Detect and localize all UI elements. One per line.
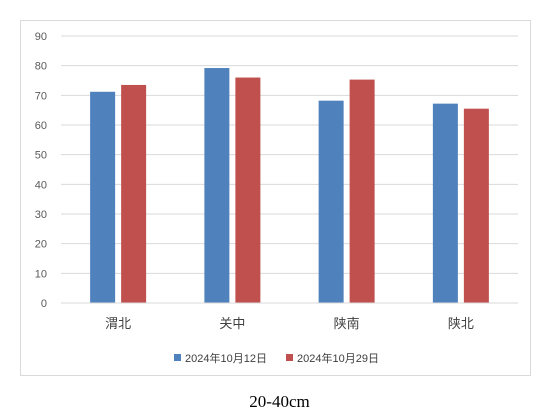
- bars: [90, 68, 489, 304]
- y-tick-label: 20: [35, 239, 47, 251]
- y-tick-label: 0: [41, 298, 47, 310]
- legend: 2024年10月12日 2024年10月29日: [174, 351, 379, 365]
- bar-series2-2: [235, 77, 261, 304]
- bar-series1-2: [204, 68, 230, 303]
- x-axis-category-labels: 渭北 关中 陕南 陕北: [105, 316, 474, 331]
- y-axis-tick-labels: 0 10 20 30 40 50 60 70 80 90: [35, 31, 47, 310]
- x-category-label: 渭北: [105, 316, 131, 331]
- y-tick-label: 50: [35, 150, 47, 162]
- bar-series2-4: [463, 108, 489, 303]
- y-tick-label: 10: [35, 268, 47, 280]
- figure-caption: 20-40cm: [249, 392, 310, 411]
- y-tick-label: 40: [35, 179, 47, 191]
- y-tick-label: 90: [35, 31, 47, 43]
- legend-swatch: [286, 354, 293, 361]
- x-category-label: 关中: [219, 316, 245, 331]
- y-tick-label: 80: [35, 61, 47, 73]
- bar-series2-3: [349, 79, 375, 303]
- legend-swatch: [174, 354, 181, 361]
- y-tick-label: 60: [35, 120, 47, 132]
- bar-series2-1: [121, 84, 147, 303]
- bar-series1-4: [432, 103, 458, 303]
- y-tick-label: 30: [35, 209, 47, 221]
- x-category-label: 陕北: [448, 316, 474, 331]
- bar-series1-3: [318, 100, 344, 303]
- y-tick-label: 70: [35, 90, 47, 102]
- legend-label: 2024年10月12日: [185, 351, 267, 365]
- x-category-label: 陕南: [334, 316, 360, 331]
- legend-label: 2024年10月29日: [297, 351, 379, 365]
- bar-series1-1: [90, 91, 116, 303]
